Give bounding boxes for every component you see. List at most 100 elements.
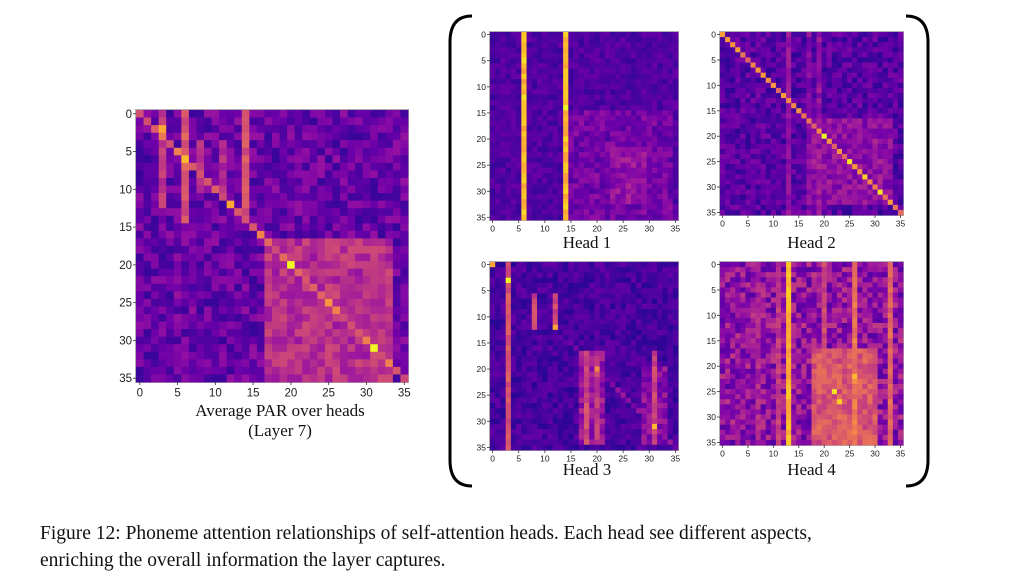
heatmap-cell [552,293,559,299]
heatmap-cell [625,282,632,289]
heatmap-cell [831,209,838,216]
heatmap-cell [672,63,679,69]
heatmap-cell [510,324,517,331]
heatmap-cell [745,113,751,119]
heatmap-cell [563,99,569,106]
heatmap-cell [862,189,868,196]
heatmap-cell [377,185,386,194]
heatmap-cell [173,261,182,270]
heatmap-cell [526,199,533,205]
heatmap-cell [882,77,889,84]
heatmap-cell [641,335,648,341]
heatmap-cell [641,152,648,158]
heatmap-cell [816,128,823,135]
heatmap-cell [872,189,878,196]
heatmap-cell [370,329,379,338]
heatmap-cell [173,283,182,292]
heatmap-cell [620,126,627,132]
heatmap-cell [392,230,401,239]
heatmap-cell [750,113,756,119]
heatmap-cell [547,293,554,299]
heatmap-cell [241,329,250,338]
heatmap-cell [219,291,228,300]
heatmap-cell [226,238,235,247]
heatmap-cell [505,366,512,373]
heatmap-cell [563,115,569,122]
heatmap-cell [589,141,595,148]
heatmap-cell [531,209,538,216]
heatmap-cell [136,314,144,322]
heatmap-cell [226,215,235,224]
heatmap-cell [589,47,595,54]
heatmap-cell [249,185,258,194]
heatmap-cell [490,110,496,116]
heatmap-cell [826,108,833,114]
heatmap-cell [143,200,152,209]
heatmap-cell [625,298,632,305]
heatmap-cell [526,350,533,357]
heatmap-cell [143,298,152,307]
heatmap-cell [542,309,548,315]
heatmap-cell [816,62,823,68]
heatmap-cell [505,335,512,341]
heatmap-cell [584,152,590,158]
heatmap-cell [811,52,817,58]
heatmap-cell [892,184,899,190]
heatmap-cell [573,309,580,315]
heatmap-cell [324,314,333,322]
heatmap-cell [877,103,884,109]
heatmap-cell [181,147,190,156]
heatmap-cell [392,298,401,307]
heatmap-cell [196,291,205,300]
heatmap-cell [636,324,642,331]
heatmap-cell [552,366,559,373]
heatmap-cell [234,117,243,126]
heatmap-cell [791,82,797,89]
heatmap-cell [599,99,606,106]
heatmap-cell [755,174,762,180]
heatmap-cell [264,178,273,186]
heatmap-cell [302,155,311,164]
heatmap-cell [842,189,848,196]
heatmap-cell [531,303,538,310]
heatmap-cell [332,246,341,254]
heatmap-cell [490,136,496,143]
heatmap-cell [641,79,648,85]
heatmap-cell [725,143,731,150]
heatmap-cell [385,208,394,217]
heatmap-cell [377,215,386,224]
heatmap-cell [725,209,731,216]
heatmap-cell [340,366,348,375]
heatmap-cell [188,291,197,300]
heatmap-cell [641,387,648,393]
heatmap-cell [604,157,611,163]
heatmap-cell [657,52,663,59]
heatmap-cell [309,253,318,262]
heatmap-cell [490,277,496,284]
heatmap-cell [599,105,606,111]
heatmap-cell [636,136,642,143]
heatmap-cell [651,361,658,367]
heatmap-cell [887,128,894,135]
heatmap-cell [801,133,807,140]
heatmap-cell [604,309,611,315]
heatmap-cell [151,321,160,330]
heatmap-cell [897,194,904,201]
heatmap-cell [667,178,674,184]
heatmap-cell [516,403,522,409]
heatmap-cell [272,351,280,360]
heatmap-cell [264,329,273,338]
heatmap-cell [765,169,772,175]
heatmap-cell [877,179,884,185]
heatmap-cell [196,253,205,262]
heatmap-cell [552,314,559,320]
heatmap-cell [355,132,364,141]
heatmap-cell [294,110,303,118]
heatmap-cell [204,117,212,126]
heatmap-cell [615,309,621,315]
heatmap-cell [836,123,843,129]
heatmap-cell [594,293,601,299]
heatmap-cell [662,84,668,90]
heatmap-cell [599,366,606,373]
heatmap-cell [500,361,507,367]
